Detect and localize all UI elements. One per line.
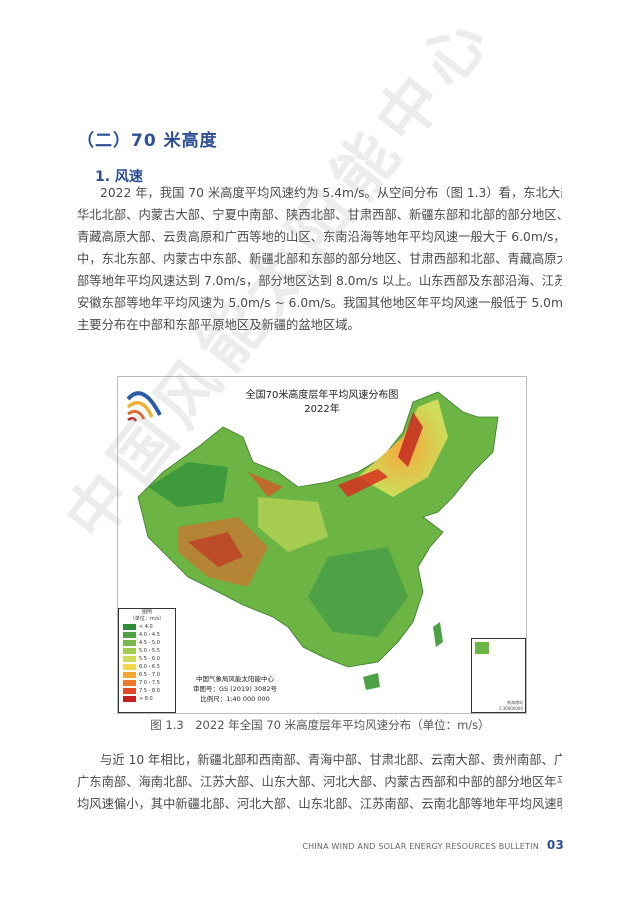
legend-label: 4.5 - 5.0	[139, 640, 160, 646]
paragraph-line: 青藏高原大部、云贵高原和广西等地的山区、东南沿海等地年平均风速一般大于 6.0m…	[77, 230, 562, 244]
legend-swatch	[123, 656, 136, 662]
legend-swatch	[123, 640, 136, 646]
legend-swatch	[123, 672, 136, 678]
paragraph-line: 华北北部、内蒙古大部、宁夏中南部、陕西北部、甘肃西部、新疆东部和北部的部分地区、	[77, 208, 562, 222]
paragraph-line: 广东南部、海南北部、江苏大部、山东大部、河北大部、内蒙古西部和中部的部分地区年平	[77, 775, 562, 789]
paragraph-line: 与近 10 年相比，新疆北部和西南部、青海中部、甘肃北部、云南大部、贵州南部、广…	[100, 753, 562, 767]
figure-caption: 图 1.3 2022 年全国 70 米高度层年平均风速分布（单位：m/s）	[150, 718, 490, 732]
legend-item: 5.0 - 5.5	[119, 647, 175, 655]
legend-title: 图例	[141, 609, 152, 615]
legend-swatch	[123, 696, 136, 702]
page-footer: CHINA WIND AND SOLAR ENERGY RESOURCES BU…	[302, 838, 564, 852]
legend-label: 7.5 - 8.0	[139, 688, 160, 694]
legend-item: > 8.0	[119, 695, 175, 703]
subsection-title: 1. 风速	[95, 169, 143, 185]
paragraph-line: 部等地年平均风速达到 7.0m/s，部分地区达到 8.0m/s 以上。山东西部及…	[77, 274, 562, 288]
paragraph-line: 主要分布在中部和东部平原地区及新疆的盆地区域。	[77, 318, 360, 332]
legend-item: 4.0 - 4.5	[119, 631, 175, 639]
legend-swatch	[123, 624, 136, 630]
paragraph-line: 中，东北东部、内蒙古中东部、新疆北部和东部的部分地区、甘肃西部和北部、青藏高原大	[77, 252, 562, 266]
paragraph-line: 安徽东部等地年平均风速为 5.0m/s ~ 6.0m/s。我国其他地区年平均风速…	[77, 296, 562, 310]
legend-item: 6.0 - 6.5	[119, 663, 175, 671]
legend-label: 5.0 - 5.5	[139, 648, 160, 654]
legend-item: 7.0 - 7.5	[119, 679, 175, 687]
legend-label: > 8.0	[139, 696, 153, 702]
legend-item: 5.5 - 6.0	[119, 655, 175, 663]
section-title: （二）70 米高度	[77, 131, 218, 151]
legend-swatch	[123, 648, 136, 654]
map-graphic	[126, 391, 499, 690]
legend-item: 4.5 - 5.0	[119, 639, 175, 647]
legend-swatch	[123, 680, 136, 686]
paragraph-comparison: 与近 10 年相比，新疆北部和西南部、青海中部、甘肃北部、云南大部、贵州南部、广…	[77, 749, 562, 815]
legend-swatch	[123, 688, 136, 694]
legend-unit: （单位：m/s）	[129, 616, 165, 622]
south-china-sea-inset: 南海诸岛 1:30000000	[471, 638, 526, 713]
legend-item: < 4.0	[119, 623, 175, 631]
legend-swatch	[123, 632, 136, 638]
footer-title: CHINA WIND AND SOLAR ENERGY RESOURCES BU…	[302, 842, 539, 851]
page-number: 03	[546, 838, 564, 852]
legend-item: 6.5 - 7.0	[119, 671, 175, 679]
credit-line: 中国气象局风能太阳能中心	[196, 675, 274, 683]
paragraph-wind-speed: 2022 年，我国 70 米高度平均风速约为 5.4m/s。从空间分布（图 1.…	[77, 182, 562, 336]
logo-icon	[126, 391, 162, 422]
wind-speed-map: 全国70米高度层年平均风速分布图 2022年 图例 （单位：m/s） < 4.0…	[117, 376, 527, 714]
credit-line: 比例尺：1:40 000 000	[200, 695, 270, 703]
paragraph-line: 均风速偏小，其中新疆北部、河北大部、山东北部、江苏南部、云南北部等地年平均风速明	[77, 797, 562, 811]
map-credits: 中国气象局风能太阳能中心 审图号：GS (2019) 3082号 比例尺：1:4…	[180, 674, 290, 704]
paragraph-line: 2022 年，我国 70 米高度平均风速约为 5.4m/s。从空间分布（图 1.…	[100, 186, 562, 200]
legend-item: 7.5 - 8.0	[119, 687, 175, 695]
legend-label: < 4.0	[139, 624, 153, 630]
map-year: 2022年	[304, 404, 340, 415]
legend-label: 6.0 - 6.5	[139, 664, 160, 670]
legend-label: 5.5 - 6.0	[139, 656, 160, 662]
map-title: 全国70米高度层年平均风速分布图	[245, 390, 399, 401]
legend-label: 6.5 - 7.0	[139, 672, 160, 678]
map-legend: 图例 （单位：m/s） < 4.0 4.0 - 4.5 4.5 - 5.0 5.0 -…	[118, 608, 176, 713]
legend-swatch	[123, 664, 136, 670]
inset-scale: 1:30000000	[498, 706, 523, 711]
legend-label: 4.0 - 4.5	[139, 632, 160, 638]
credit-line: 审图号：GS (2019) 3082号	[193, 685, 277, 693]
legend-label: 7.0 - 7.5	[139, 680, 160, 686]
inset-label: 南海诸岛	[507, 700, 523, 705]
